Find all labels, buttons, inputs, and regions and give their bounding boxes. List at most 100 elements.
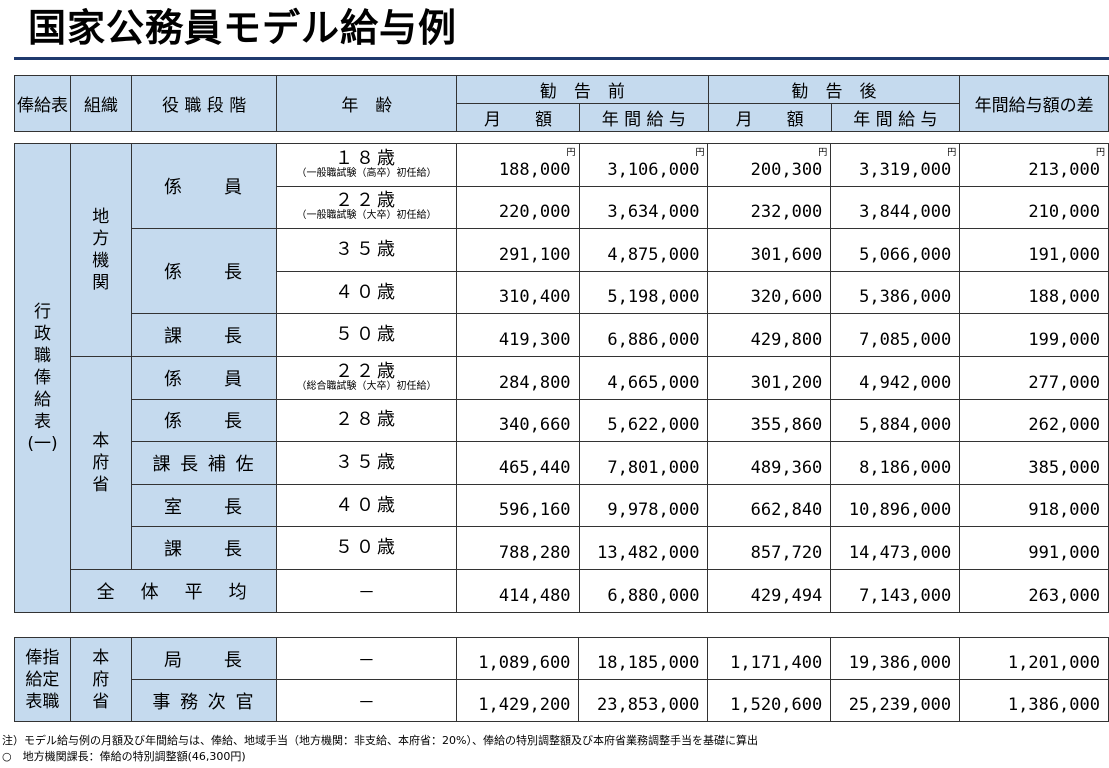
- age-note: （一般職試験（高卒）初任給）: [296, 167, 437, 179]
- age-dash: －: [276, 568, 457, 613]
- value: 291,100: [498, 244, 571, 265]
- value-cell: 788,280: [455, 526, 580, 570]
- org-hq: 本府省: [69, 355, 132, 570]
- age-cell: ４０歳: [276, 270, 457, 315]
- age-cell: ３５歳: [276, 228, 457, 272]
- average-row: 全 体 平 均－ 414,480 6,880,000 429,494 7,143,000…: [15, 568, 1109, 613]
- value: 596,160: [498, 500, 571, 521]
- value-cell: 284,800: [455, 355, 580, 400]
- rank-cell: 課 長: [130, 526, 278, 570]
- value: 1,520,600: [730, 695, 823, 715]
- age-value: ３５歳: [335, 238, 399, 260]
- rank-label: 課 長: [164, 539, 245, 561]
- table-row: 本府省 係 員 ２２歳 （総合職試験（大卒）初任給） 284,800 4,665,000 3…: [15, 355, 1109, 570]
- age-note: （一般職試験（大卒）初任給）: [296, 210, 437, 222]
- value: 3,319,000: [859, 159, 952, 180]
- table-row: ４０歳 310,400 5,198,000 320,600 5,386,000 188,0…: [15, 270, 1109, 315]
- value: 5,066,000: [859, 244, 952, 265]
- value: 13,482,000: [597, 542, 700, 563]
- value-cell: 5,884,000: [830, 398, 961, 443]
- value-cell: 4,942,000: [830, 355, 961, 400]
- value-cell: 19,386,000: [830, 637, 961, 680]
- value: 200,300: [750, 159, 823, 180]
- value: 5,198,000: [607, 287, 700, 308]
- value-cell: 5,066,000: [830, 228, 961, 272]
- age-value: １８歳: [335, 147, 399, 169]
- value: 857,720: [750, 542, 823, 563]
- age-cell: ５０歳: [276, 526, 457, 570]
- rank-cell: 室 長: [130, 483, 278, 528]
- header-table: 俸給表 組織 役 職 段 階 年 齢 勧 告 前 勧 告 後 年間給与額の差 月…: [14, 75, 1109, 132]
- value-cell: 10,896,000: [830, 483, 961, 528]
- value: 465,440: [498, 457, 571, 478]
- table-row: 課 長 ５０歳 419,300 6,886,000 429,800 7,085,000 19…: [15, 313, 1109, 357]
- vertical-char: 給定: [25, 669, 60, 690]
- value: 1,089,600: [478, 653, 571, 673]
- vertical-char: 方: [92, 228, 110, 249]
- vertical-char: 行: [33, 301, 51, 322]
- value: 7,143,000: [859, 585, 952, 606]
- table-row: 係 長 ２８歳 340,660 5,622,000 355,860 5,884,000 26…: [15, 398, 1109, 443]
- value: 429,494: [750, 585, 823, 606]
- value: 340,660: [498, 415, 571, 436]
- value: 301,200: [750, 372, 823, 393]
- title-underline: [14, 57, 1109, 60]
- value: 19,386,000: [848, 653, 952, 673]
- value-cell: 857,720: [707, 526, 832, 570]
- rank-label: 係 長: [164, 411, 245, 433]
- value-cell: 301,200: [707, 355, 832, 400]
- rank-label: 係 員: [164, 177, 245, 199]
- age-cell: ４０歳: [276, 483, 457, 528]
- vertical-char: 政: [33, 323, 51, 344]
- value-cell: 5,386,000: [830, 270, 961, 315]
- rank-cell: 課 長 補 佐: [130, 441, 278, 485]
- value-cell: 301,600: [707, 228, 832, 272]
- value-cell: 25,239,000: [830, 679, 961, 722]
- header-rank: 役 職 段 階: [130, 75, 278, 132]
- age-value: ２２歳: [335, 360, 399, 382]
- value-cell: 918,000: [959, 483, 1109, 528]
- header-before-annual: 年 間 給 与: [578, 103, 709, 132]
- value: 489,360: [750, 457, 823, 478]
- vertical-char: 表: [33, 411, 51, 432]
- age-cell: ２２歳 （総合職試験（大卒）初任給）: [276, 355, 457, 400]
- value: 210,000: [1028, 202, 1100, 223]
- age-dash: －: [276, 637, 457, 680]
- value: 10,896,000: [848, 500, 952, 521]
- value-cell: 232,000: [707, 185, 832, 230]
- value: 14,473,000: [848, 542, 952, 563]
- value-cell: 429,800: [707, 313, 832, 357]
- value-cell: 9,978,000: [578, 483, 709, 528]
- value: 991,000: [1028, 542, 1100, 563]
- value-cell: 1,171,400: [707, 637, 832, 680]
- value: 662,840: [750, 500, 823, 521]
- value-cell: 188,000: [959, 270, 1109, 315]
- value: 284,800: [498, 372, 571, 393]
- value: 4,665,000: [607, 372, 700, 393]
- note-line: ○ 地方機関課長：俸給の特別調整額(46,300円): [2, 750, 246, 763]
- value-cell: 385,000: [959, 441, 1109, 485]
- value: 9,978,000: [607, 500, 700, 521]
- value-cell: 1,520,600: [707, 679, 832, 722]
- table-row: 課 長 補 佐 ３５歳 465,440 7,801,000 489,360 8,186,0…: [15, 441, 1109, 485]
- value: 385,000: [1028, 457, 1100, 478]
- age-cell: １８歳 （一般職試験（高卒）初任給）: [276, 143, 457, 187]
- header-table-type: 俸給表: [14, 75, 71, 132]
- vertical-char: 俸指: [25, 647, 60, 668]
- value: 7,801,000: [607, 457, 700, 478]
- org-hq: 本府省: [69, 637, 132, 722]
- average-label: 全 体 平 均: [69, 568, 278, 613]
- page-title: 国家公務員モデル給与例: [28, 6, 458, 50]
- vertical-char: 給: [33, 389, 51, 410]
- header-age: 年 齢: [276, 75, 458, 132]
- age-note: （総合職試験（大卒）初任給）: [296, 380, 437, 392]
- value-cell: 4,665,000: [578, 355, 709, 400]
- value-cell: 4,875,000: [578, 228, 709, 272]
- table-row: 室 長 ４０歳 596,160 9,978,000 662,840 10,896,000 9…: [15, 483, 1109, 528]
- vertical-char: 関: [92, 272, 110, 293]
- value-cell: 489,360: [707, 441, 832, 485]
- table-row: 係 長 ３５歳 291,100 4,875,000 301,600 5,066,000 19…: [15, 228, 1109, 315]
- value: 5,622,000: [607, 415, 700, 436]
- header-after-annual: 年 間 給 与: [830, 103, 961, 132]
- value: 5,884,000: [859, 415, 952, 436]
